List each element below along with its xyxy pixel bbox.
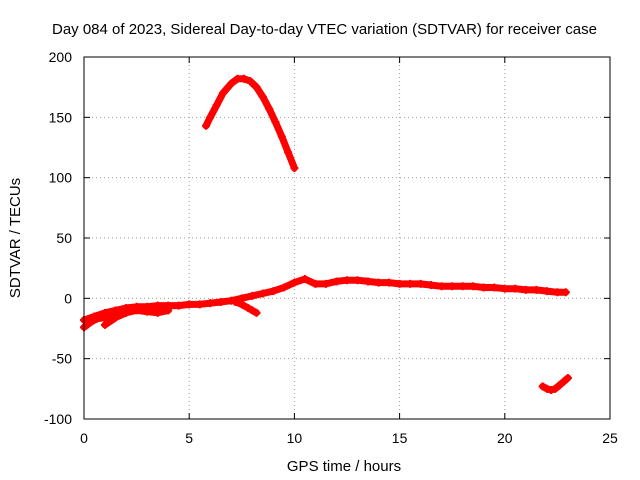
data-point [279, 283, 288, 292]
data-point [174, 301, 183, 310]
x-tick-label: 20 [497, 430, 513, 446]
data-point [532, 285, 541, 294]
data-point [542, 287, 551, 296]
data-point [500, 284, 509, 293]
data-point [364, 277, 373, 286]
data-point [290, 278, 299, 287]
data-point [244, 303, 253, 312]
y-tick-label: 50 [56, 230, 72, 246]
series-late-dip [538, 373, 572, 395]
x-tick-label: 5 [185, 430, 193, 446]
data-point [553, 288, 562, 297]
data-point [448, 282, 457, 291]
data-point [542, 384, 551, 393]
data-point [300, 275, 309, 284]
y-tick-label: 100 [49, 170, 73, 186]
data-point [511, 284, 520, 293]
data-point [248, 306, 257, 315]
data-point [227, 79, 236, 88]
data-point [92, 314, 101, 323]
data-point [284, 148, 293, 157]
series-upper-arc [202, 74, 299, 173]
data-point [437, 282, 446, 291]
data-point [290, 164, 299, 173]
data-point [132, 306, 141, 315]
x-tick-label: 10 [287, 430, 303, 446]
data-point [122, 308, 131, 317]
data-point [239, 74, 248, 83]
data-point [237, 300, 246, 309]
y-tick-label: -50 [52, 351, 72, 367]
data-point [521, 285, 530, 294]
chart-title: Day 084 of 2023, Sidereal Day-to-day VTE… [52, 21, 597, 38]
data-point [416, 279, 425, 288]
data-point [395, 279, 404, 288]
data-point [353, 276, 362, 285]
data-point [164, 306, 173, 315]
data-point [195, 300, 204, 309]
data-point [246, 77, 255, 86]
data-point [206, 113, 215, 122]
y-tick-label: 150 [49, 109, 73, 125]
data-point [101, 320, 110, 329]
data-point [153, 308, 162, 317]
data-point [269, 287, 278, 296]
x-tick-label: 25 [602, 430, 618, 446]
data-point [143, 307, 152, 316]
data-point [332, 277, 341, 286]
data-point [469, 282, 478, 291]
x-tick-label: 15 [392, 430, 408, 446]
data-point [86, 318, 95, 327]
data-point [218, 89, 227, 98]
data-point [111, 313, 120, 322]
data-point [343, 276, 351, 285]
series-dip-near-8h [231, 297, 261, 317]
series-main-band [80, 275, 570, 325]
data-point [561, 288, 570, 297]
data-point [206, 299, 215, 308]
y-tick-label: -100 [44, 411, 72, 427]
x-tick-label: 0 [80, 430, 88, 446]
data-point [271, 118, 280, 127]
y-tick-label: 200 [49, 49, 73, 65]
series-layer [80, 74, 572, 395]
data-point [427, 281, 436, 290]
data-point [252, 308, 261, 317]
data-point [258, 289, 267, 298]
data-point [248, 291, 257, 300]
data-point [101, 313, 110, 322]
data-point [277, 132, 286, 141]
series-secondary-branch [101, 306, 173, 329]
data-point [490, 283, 499, 292]
grid [84, 57, 610, 419]
data-point [212, 101, 221, 110]
data-point [479, 283, 488, 292]
data-point [185, 300, 194, 309]
axis-ticks: 0 5 10 15 20 25 -100 -50 0 50 100 150 200 [44, 49, 618, 446]
data-point [153, 301, 162, 310]
y-axis-label: SDTVAR / TECUs [7, 178, 24, 298]
data-point [551, 384, 560, 393]
data-point [231, 297, 240, 306]
data-point [311, 279, 320, 288]
data-point [265, 104, 274, 113]
data-point [538, 382, 547, 391]
data-point [374, 278, 383, 287]
data-point [406, 279, 415, 288]
data-point [458, 282, 467, 291]
data-point [258, 92, 267, 101]
data-point [555, 381, 564, 390]
y-tick-label: 0 [64, 290, 72, 306]
data-point [559, 377, 568, 386]
data-point [385, 278, 394, 287]
data-point [563, 373, 572, 382]
data-point [547, 386, 556, 395]
data-point [216, 297, 225, 306]
data-point [252, 83, 261, 92]
x-axis-label: GPS time / hours [287, 458, 401, 475]
data-point [321, 279, 330, 288]
data-point [202, 121, 211, 130]
